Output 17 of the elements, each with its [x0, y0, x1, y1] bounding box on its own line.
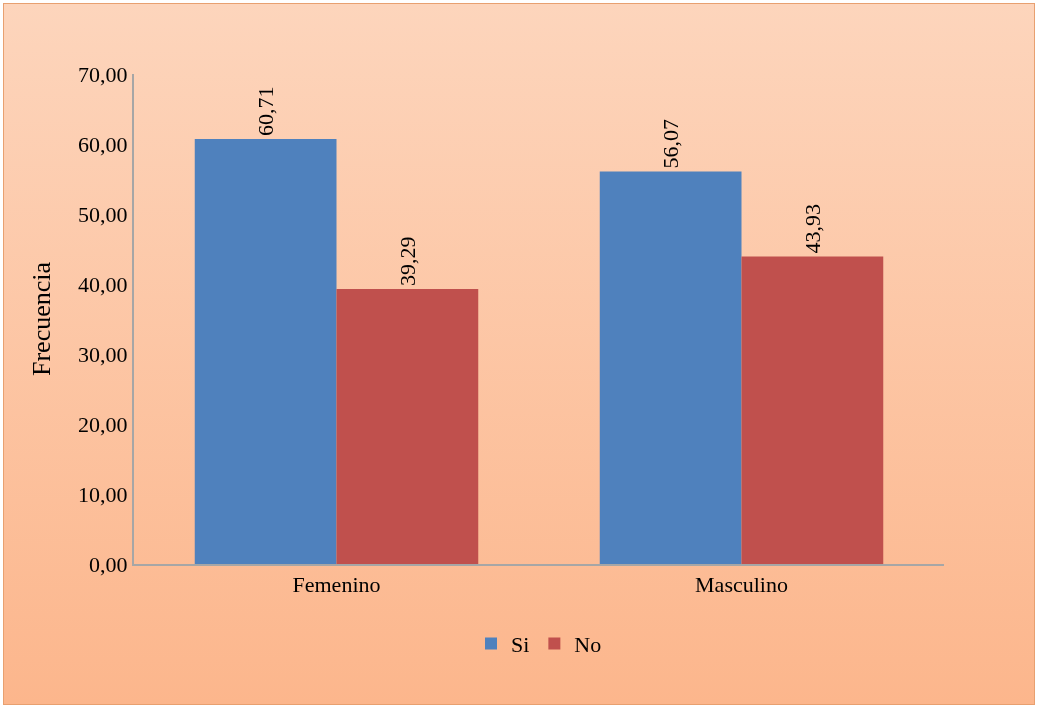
y-axis-title: Frecuencia	[27, 261, 56, 377]
x-tick-label: Masculino	[695, 572, 788, 598]
data-label: 43,93	[799, 203, 825, 254]
y-tick-label: 0,00	[89, 551, 128, 577]
y-tick-label: 10,00	[78, 481, 128, 507]
y-tick-label: 20,00	[78, 411, 128, 437]
y-tick-label: 40,00	[78, 271, 128, 297]
y-tick-label: 30,00	[78, 341, 128, 367]
x-tick-label: Femenino	[292, 572, 381, 598]
y-tick-label: 60,00	[78, 131, 128, 157]
y-tick-label: 50,00	[78, 201, 128, 227]
legend-label: Si	[511, 632, 530, 658]
data-label: 60,71	[253, 86, 279, 137]
y-tick-label: 70,00	[78, 61, 128, 87]
data-label: 39,29	[394, 236, 420, 286]
data-label: 56,07	[658, 119, 684, 169]
legend-label: No	[574, 632, 602, 658]
